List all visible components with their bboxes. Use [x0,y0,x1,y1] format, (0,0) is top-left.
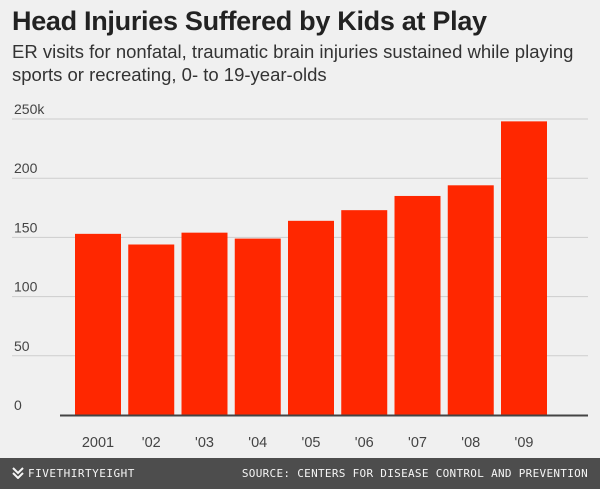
y-tick-label: 250k [14,101,45,117]
brand-name: FIVETHIRTYEIGHT [28,467,135,480]
source-note: SOURCE: CENTERS FOR DISEASE CONTROL AND … [241,467,588,480]
footer-bar: FIVETHIRTYEIGHT SOURCE: CENTERS FOR DISE… [0,458,600,489]
y-tick-label: 150 [14,219,38,235]
x-tick-label: '08 [461,435,480,451]
y-tick-label: 50 [14,338,30,354]
bar [447,185,494,415]
bar [128,244,175,415]
x-tick-label: 2001 [82,435,114,451]
bar [501,121,547,416]
brand: FIVETHIRTYEIGHT [12,467,135,480]
bar-chart: 0 50 100 150 200 250k 2001 '02 '03 '04 '05 '06 '07 '0… [12,101,588,451]
y-tick-label: 200 [14,160,38,176]
x-tick-label: '04 [248,435,267,451]
chart-subtitle: ER visits for nonfatal, traumatic brain … [12,41,574,85]
bar [288,220,334,415]
y-tick-label: 0 [14,397,22,413]
x-tick-label: '03 [195,435,214,451]
chart-title: Head Injuries Suffered by Kids at Play [12,6,487,36]
x-tick-label: '06 [355,435,374,451]
fivethirtyeight-logo-icon [12,467,24,479]
bar [341,210,388,415]
x-tick-label: '07 [408,435,427,451]
x-tick-label: '05 [302,435,321,451]
bar [75,233,121,415]
y-tick-label: 100 [14,279,38,295]
x-tick-label: '09 [515,435,534,451]
bar [394,195,441,415]
bar [234,238,281,415]
x-tick-label: '02 [142,435,161,451]
bar [181,232,228,415]
